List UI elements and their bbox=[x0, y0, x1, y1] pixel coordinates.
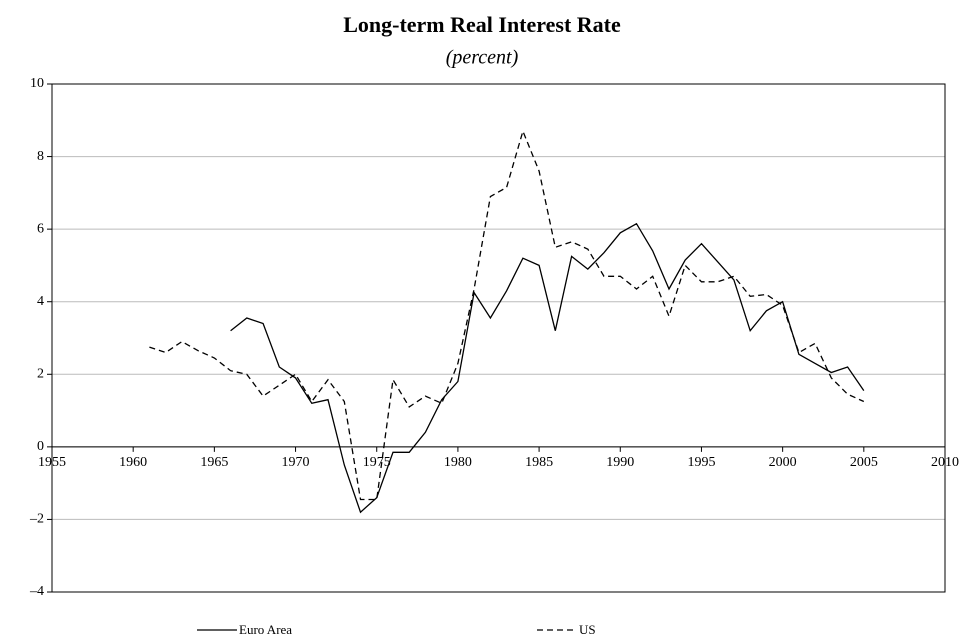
y-tick-label: 10 bbox=[30, 76, 44, 91]
legend-label: US bbox=[579, 622, 596, 637]
x-tick-label: 2005 bbox=[850, 455, 878, 470]
plot-frame bbox=[51, 83, 946, 593]
series-line bbox=[230, 222, 865, 514]
y-tick-label: 6 bbox=[37, 221, 44, 236]
x-tick-label: 1990 bbox=[606, 455, 634, 470]
x-tick-label: 1995 bbox=[687, 455, 715, 470]
x-tick-label: 1975 bbox=[363, 455, 391, 470]
y-tick-label: 0 bbox=[37, 439, 44, 454]
y-tick-label: –2 bbox=[29, 512, 44, 527]
x-tick-label: 1980 bbox=[444, 455, 472, 470]
y-tick-label: 4 bbox=[37, 294, 44, 309]
chart-title: Long-term Real Interest Rate bbox=[343, 12, 621, 37]
x-tick-label: 1960 bbox=[119, 455, 147, 470]
y-tick-label: –4 bbox=[29, 584, 44, 599]
series-line bbox=[149, 129, 865, 501]
x-tick-label: 1985 bbox=[525, 455, 553, 470]
x-tick-label: 1965 bbox=[200, 455, 228, 470]
x-tick-label: 2010 bbox=[931, 455, 959, 470]
chart-subtitle: (percent) bbox=[446, 47, 519, 69]
y-tick-label: 2 bbox=[37, 367, 44, 382]
x-tick-label: 1955 bbox=[38, 455, 66, 470]
x-tick-label: 1970 bbox=[282, 455, 310, 470]
x-tick-label: 2000 bbox=[769, 455, 797, 470]
legend-label: Euro Area bbox=[239, 622, 292, 637]
y-tick-label: 8 bbox=[37, 149, 44, 164]
